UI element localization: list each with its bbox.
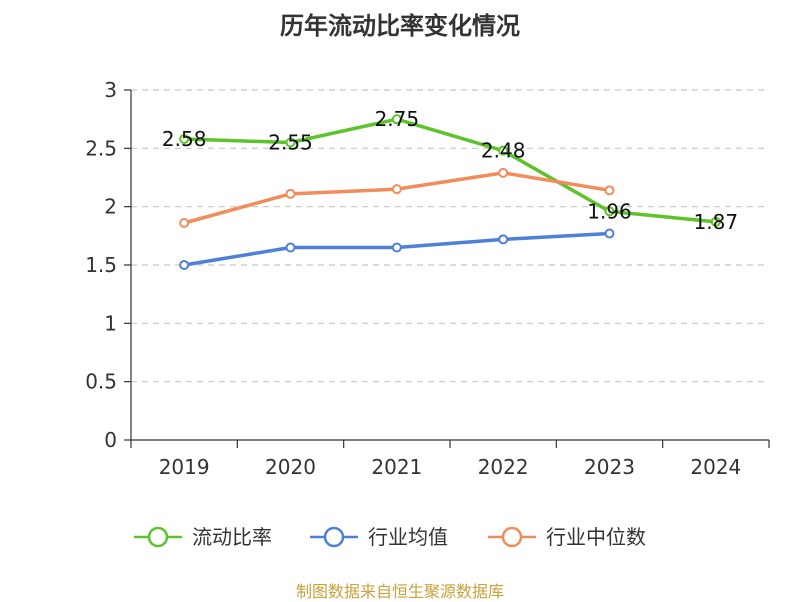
- chart-title: 历年流动比率变化情况: [280, 12, 520, 40]
- data-label: 2.58: [162, 127, 207, 151]
- grid-lines: [131, 89, 769, 383]
- data-point: [498, 167, 509, 178]
- y-tick-label: 0: [104, 428, 117, 452]
- data-point: [604, 228, 615, 239]
- data-point: [179, 134, 190, 144]
- x-tick-label: 2022: [478, 455, 529, 479]
- legend-marker-icon: [323, 526, 345, 548]
- legend-marker-icon: [147, 526, 169, 548]
- data-label: 1.96: [587, 199, 632, 223]
- data-label: 2.55: [268, 131, 313, 155]
- y-tick-label: 0.5: [85, 370, 117, 394]
- x-tick-label: 2019: [159, 455, 210, 479]
- data-point: [498, 234, 509, 245]
- legend-label[interactable]: 行业均值: [368, 525, 448, 549]
- x-tick-label: 2021: [371, 455, 422, 479]
- legend-marker-icon: [501, 526, 523, 548]
- x-tick-label: 2020: [265, 455, 316, 479]
- data-point: [179, 260, 190, 270]
- data-label: 2.75: [375, 107, 420, 131]
- axes: [124, 89, 770, 448]
- data-point: [391, 242, 402, 253]
- data-point: [179, 218, 190, 228]
- y-tick-label: 3: [104, 78, 117, 102]
- y-tick-label: 1.5: [85, 253, 117, 277]
- y-tick-label: 2.5: [85, 136, 117, 160]
- x-tick-label: 2023: [584, 455, 635, 479]
- y-tick-label: 1: [104, 311, 117, 335]
- data-point: [391, 184, 402, 195]
- source-note: 制图数据来自恒生聚源数据库: [295, 582, 504, 601]
- data-point: [391, 114, 402, 125]
- x-tick-label: 2024: [690, 455, 741, 479]
- series-line-2: [182, 171, 612, 225]
- legend-label[interactable]: 行业中位数: [546, 525, 646, 549]
- data-point: [604, 185, 615, 196]
- y-tick-label: 2: [104, 195, 117, 219]
- series-points: [179, 114, 721, 270]
- data-point: [604, 206, 615, 217]
- data-label: 2.48: [481, 139, 526, 163]
- data-label: 1.87: [694, 210, 739, 234]
- data-point: [498, 145, 509, 156]
- data-point: [285, 242, 296, 253]
- y-tick-labels: 0 0.5 1 1.5 2 2.5 3: [85, 78, 117, 452]
- x-tick-labels: 2019 2020 2021 2022 2023 2024: [159, 455, 742, 479]
- series-lines: [182, 117, 718, 267]
- data-point: [285, 137, 296, 148]
- legend: 流动比率 行业均值 行业中位数: [134, 525, 646, 549]
- series-line-0: [182, 117, 718, 224]
- data-labels: 2.58 2.55 2.75 2.48 1.96 1.87: [162, 107, 738, 234]
- data-point: [710, 216, 721, 227]
- legend-label[interactable]: 流动比率: [192, 525, 272, 549]
- data-point: [285, 188, 296, 199]
